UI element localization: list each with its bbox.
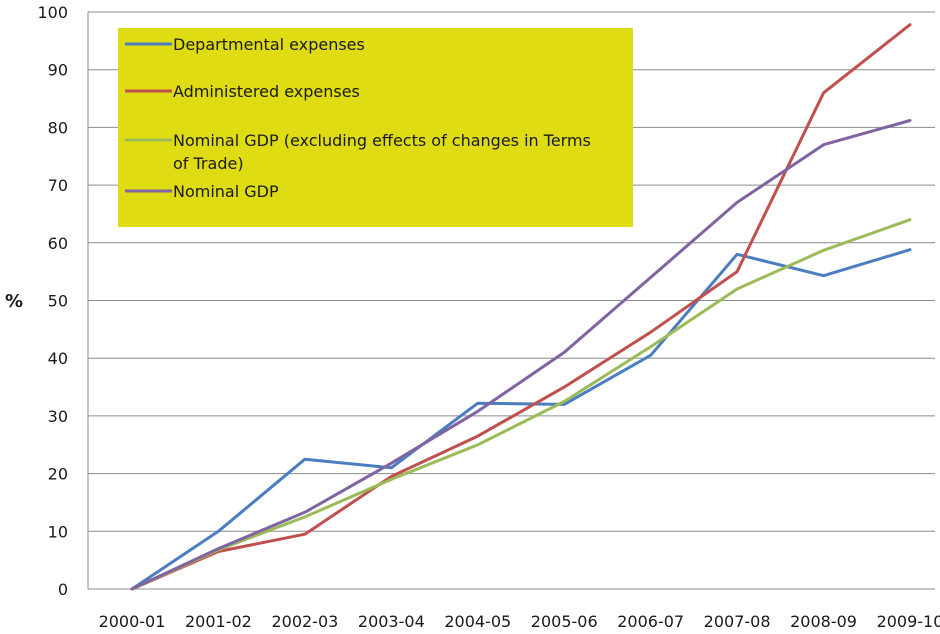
x-tick-label: 2000-01 xyxy=(99,612,166,631)
legend-label: Nominal GDP (excluding effects of change… xyxy=(173,131,591,173)
y-tick-label: 20 xyxy=(48,465,68,484)
legend-box xyxy=(118,28,633,227)
y-tick-labels: 0 10 20 30 40 50 60 70 80 90 100 xyxy=(37,3,68,599)
x-tick-labels: 2000-01 2001-02 2002-03 2003-04 2004-05 2005-… xyxy=(99,612,940,631)
y-tick-label: 0 xyxy=(58,580,68,599)
y-tick-label: 10 xyxy=(48,522,68,541)
x-tick-label: 2005-06 xyxy=(531,612,598,631)
y-tick-label: 50 xyxy=(48,292,68,311)
legend-label: Administered expenses xyxy=(173,82,360,101)
y-tick-label: 90 xyxy=(48,61,68,80)
y-tick-label: 30 xyxy=(48,407,68,426)
x-tick-label: 2001-02 xyxy=(185,612,252,631)
x-tick-label: 2004-05 xyxy=(444,612,511,631)
legend-label: Nominal GDP xyxy=(173,182,279,201)
y-tick-label: 80 xyxy=(48,118,68,137)
series-line-1 xyxy=(130,248,912,591)
y-axis-title: % xyxy=(5,291,23,312)
x-tick-label: 2003-04 xyxy=(358,612,425,631)
x-tick-label: 2007-08 xyxy=(704,612,771,631)
x-tick-label: 2006-07 xyxy=(617,612,684,631)
series-line-4 xyxy=(130,119,912,591)
axes xyxy=(87,12,935,590)
legend: Departmental expenses Administered expens… xyxy=(118,28,633,227)
y-tick-label: 70 xyxy=(48,176,68,195)
series-lines xyxy=(130,23,912,591)
series-line-3 xyxy=(130,218,912,591)
y-tick-label: 100 xyxy=(37,3,68,22)
y-tick-label: 60 xyxy=(48,234,68,253)
legend-label: Departmental expenses xyxy=(173,35,365,54)
x-tick-label: 2009-10 xyxy=(877,612,940,631)
series-line-2 xyxy=(130,23,912,591)
x-tick-label: 2008-09 xyxy=(790,612,857,631)
x-tick-label: 2002-03 xyxy=(271,612,338,631)
y-tick-label: 40 xyxy=(48,349,68,368)
